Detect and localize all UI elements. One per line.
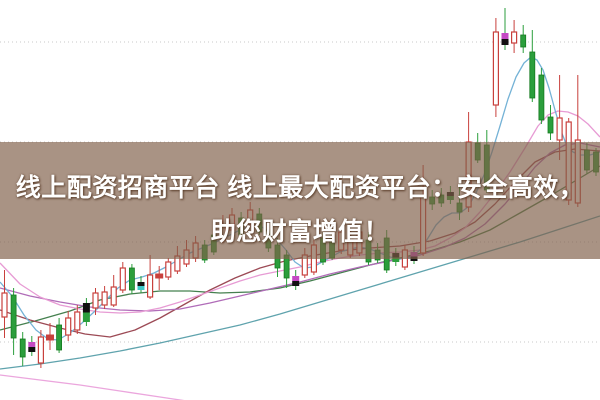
ad-banner-text-line1: 线上配资招商平台 线上最大配资平台：安全高效， (15, 174, 585, 202)
candle-mini-top (501, 33, 509, 39)
candle-mini-bottom (82, 312, 90, 322)
candle-up (37, 336, 45, 364)
candle-down (19, 338, 26, 358)
candle-mini-top (292, 276, 300, 281)
candle-down (128, 267, 135, 291)
candle-mini-bottom (292, 281, 300, 286)
candle-mini-top (137, 282, 145, 286)
candle-up (119, 267, 126, 291)
candle-up (1, 292, 8, 318)
candle-down (520, 34, 527, 48)
candle-up (147, 274, 154, 298)
candle-down (56, 324, 62, 351)
candle-down (529, 51, 536, 99)
candle-up (74, 311, 81, 331)
candle-up (65, 317, 72, 336)
candle-up (165, 261, 172, 278)
ma-slow-pink (0, 374, 185, 400)
candle-down (538, 74, 545, 121)
candle-up (511, 31, 518, 44)
candle-up (101, 291, 108, 306)
candle-doji (46, 334, 54, 341)
candle-up (110, 286, 117, 306)
candle-mini-bottom (501, 39, 509, 45)
candle-up (556, 117, 563, 141)
ad-banner-text-line2: 助您财富增值！ (210, 218, 390, 246)
candle-doji (155, 273, 164, 279)
ad-banner: 线上配资招商平台 线上最大配资平台：安全高效， 助您财富增值！ (0, 142, 600, 259)
candle-mini-top (28, 342, 36, 347)
candle-down (10, 294, 17, 339)
candle-mini-bottom (28, 347, 36, 352)
candle-mini-top (82, 303, 90, 313)
candle-mini-bottom (392, 257, 400, 262)
candle-down (547, 116, 554, 134)
candle-mini-bottom (137, 286, 145, 290)
candle-up (92, 292, 99, 309)
candle-up (492, 31, 499, 106)
